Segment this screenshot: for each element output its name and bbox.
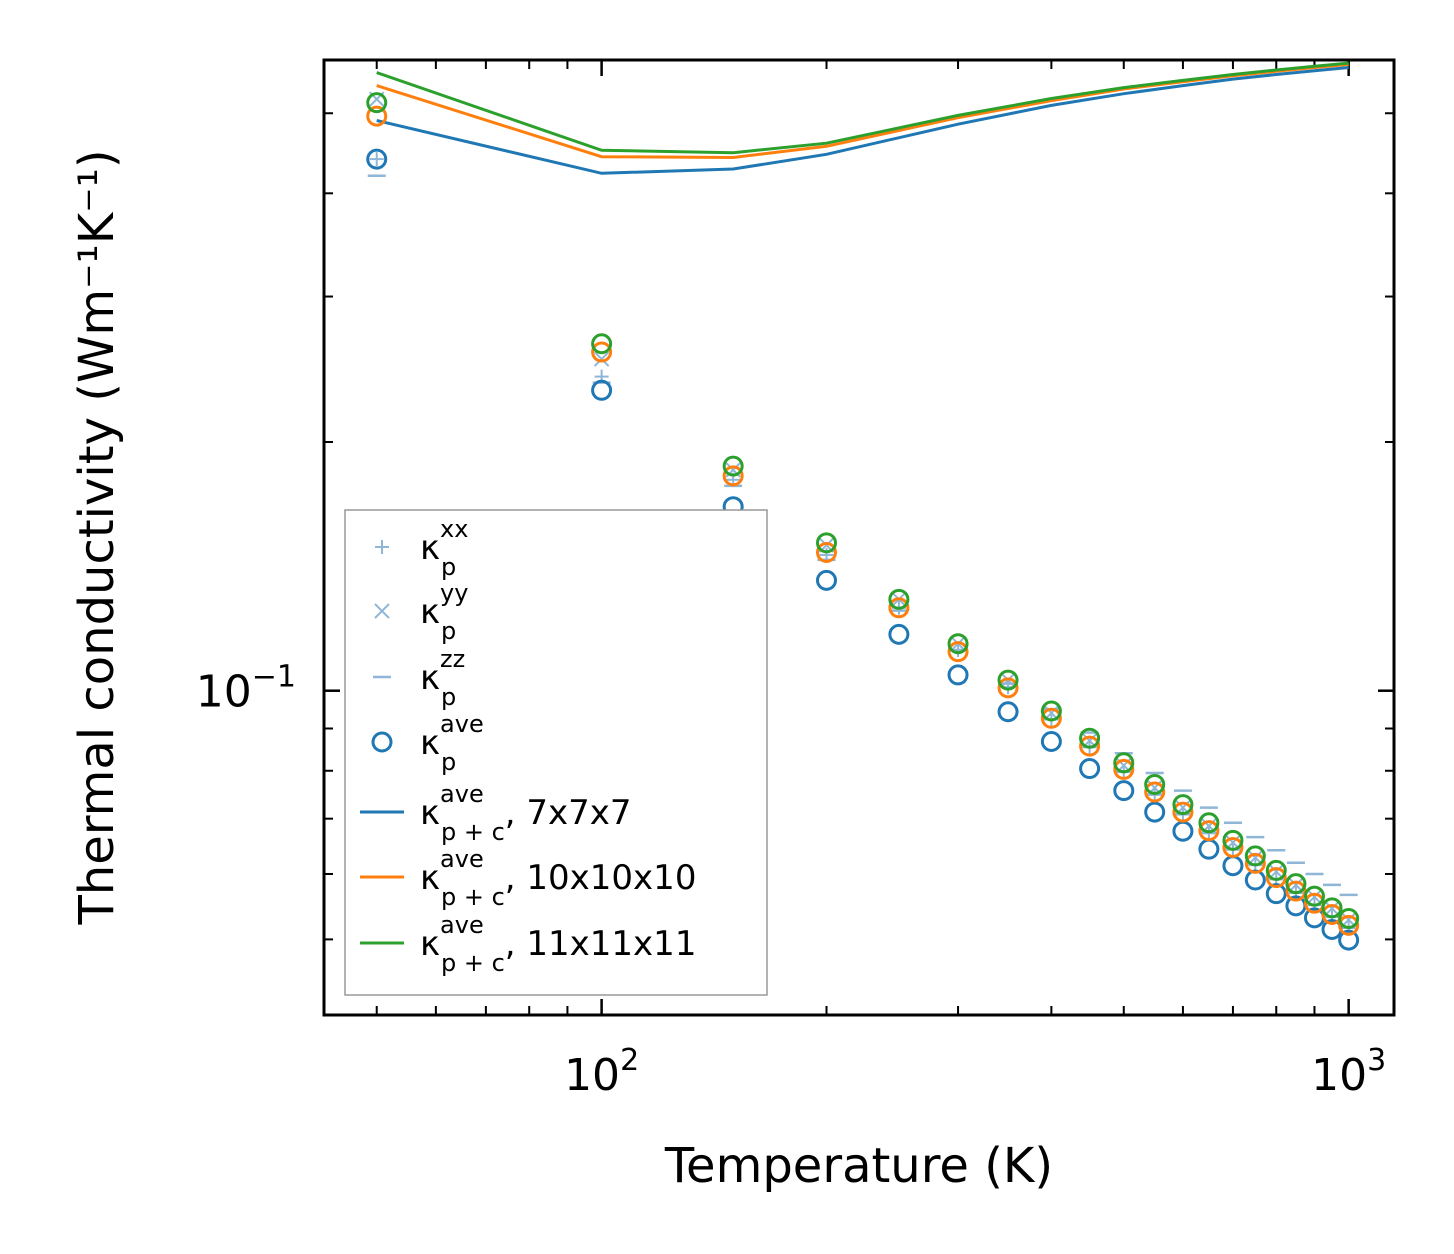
legend-label: κave p xyxy=(420,710,484,776)
x-tick-label: 103 xyxy=(1311,1043,1386,1101)
point-kp_xx xyxy=(1201,826,1216,841)
point-kp_yy xyxy=(1268,863,1284,880)
point-kp_ave_11 xyxy=(815,532,837,554)
plot-frame xyxy=(322,58,1396,1017)
point-kp_yy-b xyxy=(1324,900,1340,917)
point-kp_ave xyxy=(997,701,1019,723)
point-kp_ave_10 xyxy=(1198,820,1220,842)
point-kp_ave_11 xyxy=(1079,727,1101,749)
point-kp_yy-b xyxy=(1306,889,1323,905)
point-kp_ave_11 xyxy=(997,669,1019,691)
legend-label: κave p + c, 10x10x10 xyxy=(420,845,696,911)
point-kp_ave_11 xyxy=(1321,897,1343,919)
point-kp_ave_11 xyxy=(1198,812,1220,834)
line-kpc_11 xyxy=(376,61,1349,155)
legend-label: κave p + c, 7x7x7 xyxy=(420,780,632,846)
point-kp_ave xyxy=(366,148,388,170)
point-kp_ave_11 xyxy=(947,633,969,655)
legend-swatch-b xyxy=(374,603,390,619)
point-kp_ave_11 xyxy=(1144,773,1166,795)
point-kp_ave_10 xyxy=(722,465,744,487)
x-tick-label: 102 xyxy=(564,1043,639,1101)
point-kp_ave_10 xyxy=(815,541,837,563)
point-kp_xx xyxy=(369,152,384,167)
y-axis-label: Thermal conductivity (Wm⁻¹K⁻¹) xyxy=(69,149,125,925)
point-kp_ave xyxy=(1172,820,1194,842)
point-kp_ave_10 xyxy=(1113,758,1135,780)
point-kp_ave xyxy=(591,379,613,401)
point-kp_ave_11 xyxy=(1285,873,1307,895)
point-kp_yy xyxy=(1306,889,1323,905)
legend-swatch xyxy=(371,731,393,753)
x-axis-label: Temperature (K) xyxy=(664,1138,1053,1194)
point-kp_ave_11 xyxy=(1338,907,1360,929)
point-kp_ave_11 xyxy=(1303,885,1325,907)
point-kp_yy xyxy=(593,351,610,367)
point-kp_ave_10 xyxy=(366,105,388,127)
line-kpc_7 xyxy=(376,66,1349,175)
point-kp_ave xyxy=(888,623,910,645)
point-kp_ave xyxy=(1198,838,1220,860)
point-kp_ave_11 xyxy=(1244,845,1266,867)
legend-label: κyy p xyxy=(420,579,468,645)
point-kp_ave xyxy=(1222,855,1244,877)
point-kp_ave xyxy=(947,664,969,686)
point-kp_ave_11 xyxy=(1265,859,1287,881)
point-kp_ave_10 xyxy=(1265,867,1287,889)
point-kp_ave_11 xyxy=(1113,752,1135,774)
point-kp_ave xyxy=(1338,929,1360,951)
point-kp_yy-b xyxy=(1268,863,1284,880)
point-kp_ave xyxy=(1144,801,1166,823)
point-kp_ave xyxy=(1079,758,1101,780)
legend-swatch xyxy=(375,540,389,554)
point-kp_ave_10 xyxy=(1222,836,1244,858)
point-kp_ave_11 xyxy=(1040,700,1062,722)
point-kp_ave_10 xyxy=(1244,852,1266,874)
point-kp_ave_10 xyxy=(1144,781,1166,803)
point-kp_yy-b xyxy=(593,351,610,367)
point-kp_ave_10 xyxy=(947,641,969,663)
point-kp_ave xyxy=(1265,883,1287,905)
point-kp_ave_10 xyxy=(591,341,613,363)
point-kp_ave_10 xyxy=(1079,735,1101,757)
point-kp_ave_10 xyxy=(1040,707,1062,729)
point-kp_ave xyxy=(815,569,837,591)
legend-label: κxx p xyxy=(420,515,468,581)
point-kp_ave_11 xyxy=(722,455,744,477)
point-kp_ave_10 xyxy=(1172,801,1194,823)
point-kp_ave_11 xyxy=(366,92,388,114)
point-kp_ave_11 xyxy=(888,588,910,610)
point-kp_ave_11 xyxy=(591,333,613,355)
point-kp_ave_11 xyxy=(1222,829,1244,851)
legend-label: κzz p xyxy=(420,645,465,711)
line-series-group xyxy=(376,61,1349,175)
legend-swatch xyxy=(374,603,390,619)
y-tick-label: 10−1 xyxy=(196,660,296,718)
legend-label: κave p + c, 11x11x11 xyxy=(420,911,696,977)
point-kp_ave_10 xyxy=(1285,880,1307,902)
point-kp_ave_10 xyxy=(1338,914,1360,936)
point-kp_ave_10 xyxy=(888,597,910,619)
point-kp_ave xyxy=(1040,730,1062,752)
point-kp_yy xyxy=(1324,900,1340,917)
point-kp_ave_10 xyxy=(997,677,1019,699)
marker-series-group xyxy=(366,91,1360,951)
point-kp_ave_11 xyxy=(1172,794,1194,816)
point-kp_ave xyxy=(1113,780,1135,802)
legend-frame xyxy=(344,509,768,996)
tick-labels: 102 103 10−1 xyxy=(196,660,1386,1101)
